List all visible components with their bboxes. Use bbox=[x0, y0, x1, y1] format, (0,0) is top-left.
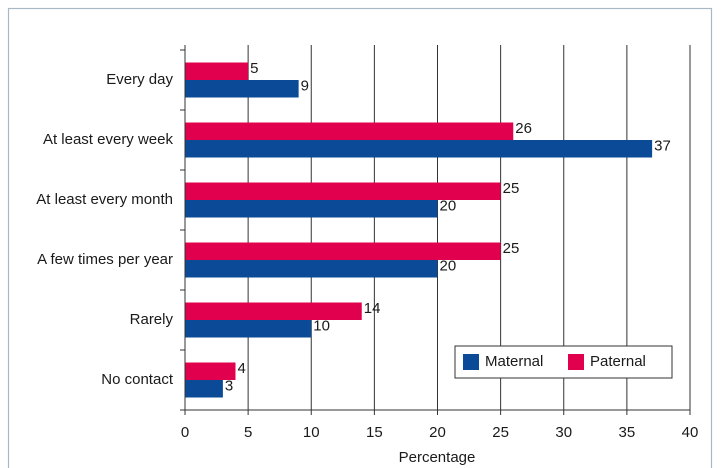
bar bbox=[185, 122, 514, 140]
y-tick-label: Every day bbox=[106, 71, 173, 88]
value-label: 14 bbox=[364, 300, 381, 317]
bar bbox=[185, 320, 312, 338]
x-tick-label: 20 bbox=[429, 424, 446, 441]
value-label: 37 bbox=[654, 138, 671, 155]
legend-label: Maternal bbox=[485, 353, 543, 370]
value-label: 4 bbox=[238, 360, 246, 377]
x-tick-label: 10 bbox=[303, 424, 320, 441]
x-tick-label: 30 bbox=[555, 424, 572, 441]
value-label: 25 bbox=[503, 240, 520, 257]
legend-label: Paternal bbox=[590, 353, 646, 370]
x-tick-label: 25 bbox=[492, 424, 509, 441]
bar bbox=[185, 242, 501, 260]
y-tick-label: At least every week bbox=[43, 131, 174, 148]
value-label: 20 bbox=[440, 198, 457, 215]
y-tick-label: Rarely bbox=[130, 311, 174, 328]
x-tick-label: 35 bbox=[619, 424, 636, 441]
y-tick-label: A few times per year bbox=[37, 251, 173, 268]
x-tick-label: 40 bbox=[682, 424, 699, 441]
value-label: 26 bbox=[515, 120, 532, 137]
value-label: 25 bbox=[503, 180, 520, 197]
x-tick-label: 0 bbox=[181, 424, 189, 441]
y-tick-label: No contact bbox=[101, 371, 174, 388]
bar bbox=[185, 302, 362, 320]
legend-swatch bbox=[568, 354, 584, 370]
bar bbox=[185, 260, 438, 278]
bar bbox=[185, 62, 249, 80]
legend-swatch bbox=[463, 354, 479, 370]
legend-box bbox=[454, 345, 673, 379]
y-tick-label: At least every month bbox=[36, 191, 173, 208]
value-label: 5 bbox=[250, 60, 258, 77]
x-axis-label: Percentage bbox=[399, 449, 476, 466]
value-label: 9 bbox=[301, 78, 309, 95]
value-label: 10 bbox=[313, 318, 330, 335]
bar bbox=[185, 140, 653, 158]
frame bbox=[7, 7, 713, 468]
bar bbox=[185, 362, 236, 380]
bar bbox=[185, 182, 501, 200]
bar bbox=[185, 380, 223, 398]
bar bbox=[185, 80, 299, 98]
x-tick-label: 15 bbox=[366, 424, 383, 441]
x-tick-label: 5 bbox=[244, 424, 252, 441]
bar bbox=[185, 200, 438, 218]
value-label: 3 bbox=[225, 378, 233, 395]
value-label: 20 bbox=[440, 258, 457, 275]
